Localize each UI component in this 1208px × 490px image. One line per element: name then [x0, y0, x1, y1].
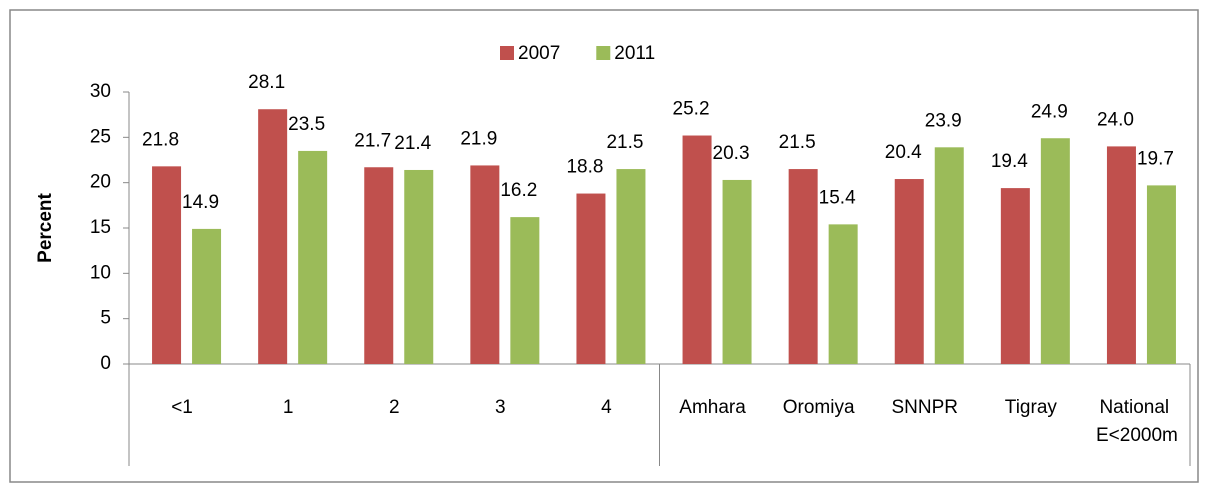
- legend-swatch: [500, 46, 514, 60]
- data-label: 23.5: [288, 114, 325, 135]
- bar: [1000, 188, 1030, 364]
- data-label: 21.7: [354, 130, 391, 151]
- data-label: 21.9: [460, 128, 497, 149]
- bar: [258, 109, 288, 364]
- y-tick-label: 10: [90, 262, 111, 283]
- data-label: 19.7: [1137, 148, 1174, 169]
- y-tick-label: 30: [90, 81, 111, 102]
- x-tick-label: National E<2000m: [1096, 397, 1178, 446]
- bar: [364, 167, 394, 364]
- bar: [576, 193, 606, 364]
- legend-label: 2011: [614, 43, 655, 64]
- bar: [722, 179, 752, 364]
- data-label: 21.5: [606, 132, 643, 153]
- data-label: 18.8: [566, 157, 603, 178]
- bar: [788, 169, 818, 364]
- x-tick-label: <1: [171, 397, 193, 418]
- y-tick-label: 15: [90, 217, 111, 238]
- data-label: 21.4: [394, 133, 431, 154]
- legend-swatch: [596, 46, 611, 60]
- x-tick-label: Tigray: [1005, 397, 1058, 418]
- x-tick-label: 1: [283, 397, 294, 418]
- bar: [934, 147, 964, 364]
- bar: [828, 224, 858, 364]
- x-tick-label: Oromiya: [783, 397, 855, 418]
- bar: [616, 169, 646, 364]
- bar: [894, 179, 924, 364]
- data-label: 21.5: [779, 132, 816, 153]
- y-tick-label: 5: [100, 308, 111, 329]
- x-tick-label: SNNPR: [891, 397, 958, 418]
- legend-label: 2007: [518, 43, 560, 64]
- data-label: 14.9: [182, 192, 219, 213]
- bar: [470, 165, 500, 364]
- bar: [298, 150, 328, 364]
- x-tick-label: 4: [601, 397, 612, 418]
- data-label: 15.4: [819, 187, 856, 208]
- data-label: 24.0: [1097, 109, 1134, 130]
- y-tick-label: 0: [100, 353, 111, 374]
- x-tick-label: 3: [495, 397, 506, 418]
- data-label: 24.9: [1031, 101, 1068, 122]
- data-label: 16.2: [500, 180, 537, 201]
- data-label: 21.8: [142, 129, 179, 150]
- data-label: 23.9: [925, 110, 962, 131]
- data-label: 25.2: [673, 99, 710, 120]
- bar: [1146, 185, 1176, 364]
- data-label: 20.3: [713, 143, 750, 164]
- y-axis-title: Percent: [35, 192, 56, 262]
- x-tick-label: Amhara: [679, 397, 746, 418]
- data-label: 28.1: [248, 72, 285, 93]
- bar: [192, 228, 222, 364]
- data-label: 19.4: [991, 151, 1028, 172]
- bar: [1040, 138, 1070, 364]
- bar: [510, 217, 540, 364]
- bar: [152, 166, 182, 364]
- y-tick-label: 25: [90, 126, 111, 147]
- data-label: 20.4: [885, 142, 922, 163]
- bar: [1106, 146, 1136, 364]
- bar: [682, 135, 712, 364]
- bar: [404, 169, 434, 364]
- y-tick-label: 20: [90, 172, 111, 193]
- x-tick-label: 2: [389, 397, 400, 418]
